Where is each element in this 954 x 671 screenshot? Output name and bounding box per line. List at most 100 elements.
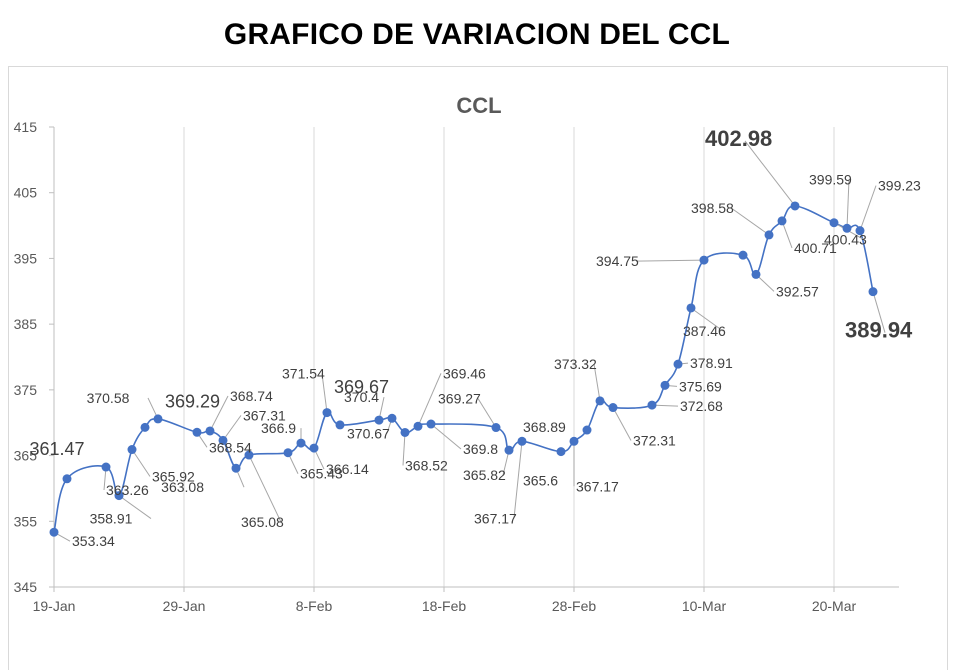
- data-point: [140, 422, 150, 432]
- data-label: 363.26: [106, 482, 149, 498]
- data-label: 394.75: [596, 253, 639, 269]
- data-point: [504, 445, 514, 455]
- data-point: [114, 491, 124, 501]
- data-label: 402.98: [705, 126, 772, 151]
- x-tick-label: 28-Feb: [552, 598, 597, 614]
- ccl-line-chart: CCL 19-Jan 29-Jan 8-Feb 18-Feb 28-Feb 10-Mar 2…: [14, 93, 921, 614]
- data-label: 368.54: [209, 439, 252, 455]
- y-tick-label: 375: [14, 382, 38, 398]
- data-label: 371.54: [282, 366, 325, 382]
- data-point: [413, 421, 423, 431]
- data-point: [244, 450, 254, 460]
- data-label: 368.89: [523, 419, 566, 435]
- page-title: GRAFICO DE VARIACION DEL CCL: [223, 18, 731, 51]
- data-point: [426, 419, 436, 429]
- label-leader: [131, 449, 151, 477]
- data-label: 365.82: [463, 467, 506, 483]
- y-tick-label: 405: [14, 185, 38, 201]
- data-point: [218, 435, 228, 445]
- axis-layer: 19-Jan 29-Jan 8-Feb 18-Feb 28-Feb 10-Mar 20-Ma…: [14, 119, 899, 614]
- data-point: [62, 474, 72, 484]
- data-point: [322, 408, 332, 418]
- data-point: [595, 396, 605, 406]
- data-label: 387.46: [683, 323, 726, 339]
- data-label: 367.17: [474, 510, 517, 526]
- data-label: 358.91: [90, 511, 133, 527]
- grid-layer: [53, 127, 835, 587]
- data-point: [127, 445, 137, 455]
- data-point: [205, 426, 215, 436]
- chart-frame: CCL 19-Jan 29-Jan 8-Feb 18-Feb 28-Feb 10-Mar 2…: [8, 66, 948, 670]
- data-point: [842, 223, 852, 233]
- label-leader: [513, 441, 523, 519]
- label-leader: [781, 220, 793, 249]
- label-leader: [872, 291, 886, 333]
- data-label: 399.59: [809, 171, 852, 187]
- data-point: [400, 427, 410, 437]
- label-leader: [417, 373, 442, 427]
- data-point: [153, 414, 163, 424]
- data-label: 375.69: [679, 378, 722, 394]
- data-label: 369.8: [463, 441, 498, 457]
- label-leader: [635, 259, 705, 262]
- point-layer: [49, 201, 878, 537]
- data-label: 365.43: [300, 466, 343, 482]
- data-point: [517, 436, 527, 446]
- x-tick-label: 18-Feb: [422, 598, 467, 614]
- data-label: 398.58: [691, 200, 734, 216]
- y-tick-label: 345: [14, 579, 38, 595]
- label-leader: [222, 415, 242, 441]
- y-tick-label: 355: [14, 513, 38, 529]
- data-point: [738, 250, 748, 260]
- x-tick-label: 8-Feb: [296, 598, 333, 614]
- data-label: 366.14: [326, 461, 369, 477]
- data-label: 392.57: [776, 283, 819, 299]
- data-label: 368.74: [230, 388, 273, 404]
- data-label: 369.27: [438, 391, 481, 407]
- data-point: [829, 218, 839, 228]
- data-label: 367.31: [243, 407, 286, 423]
- x-tick-label: 19-Jan: [33, 598, 76, 614]
- x-tick-label: 20-Mar: [812, 598, 857, 614]
- data-label: 389.94: [845, 318, 913, 343]
- data-label: 367.17: [576, 478, 619, 494]
- label-leader: [730, 207, 770, 236]
- data-point: [556, 447, 566, 457]
- data-point: [764, 230, 774, 240]
- data-label: 373.32: [554, 356, 597, 372]
- data-label: 372.68: [680, 398, 723, 414]
- data-label: 400.43: [824, 232, 867, 248]
- data-label: 368.52: [405, 457, 448, 473]
- data-point: [751, 269, 761, 279]
- label-leader: [859, 185, 877, 231]
- label-leader: [430, 423, 462, 450]
- data-point: [192, 427, 202, 437]
- data-point: [660, 380, 670, 390]
- data-point: [582, 425, 592, 435]
- label-leader: [612, 407, 632, 441]
- data-label: 369.29: [165, 391, 220, 411]
- data-point: [647, 400, 657, 410]
- data-label: 365.08: [241, 514, 284, 530]
- data-point: [673, 359, 683, 369]
- data-point: [231, 463, 241, 473]
- data-label: 365.92: [152, 469, 195, 485]
- data-label: 400.71: [794, 240, 837, 256]
- label-leader: [118, 495, 152, 519]
- label-leader: [402, 432, 406, 466]
- label-leader: [593, 363, 601, 401]
- chart-title: CCL: [456, 93, 501, 118]
- data-point: [608, 403, 618, 413]
- data-label: 369.46: [443, 365, 486, 381]
- y-tick-label: 385: [14, 316, 38, 332]
- y-tick-label: 365: [14, 448, 38, 464]
- label-leader: [209, 395, 229, 432]
- label-leader: [477, 398, 497, 428]
- data-point: [49, 527, 59, 537]
- label-layer: 353.34 361.47 363.26 358.91 365.92 369.29 370.…: [29, 126, 921, 549]
- data-label: 370.4: [344, 389, 379, 405]
- y-tick-label: 395: [14, 250, 38, 266]
- data-point: [387, 413, 397, 423]
- data-point: [309, 443, 319, 453]
- label-leader: [248, 454, 282, 523]
